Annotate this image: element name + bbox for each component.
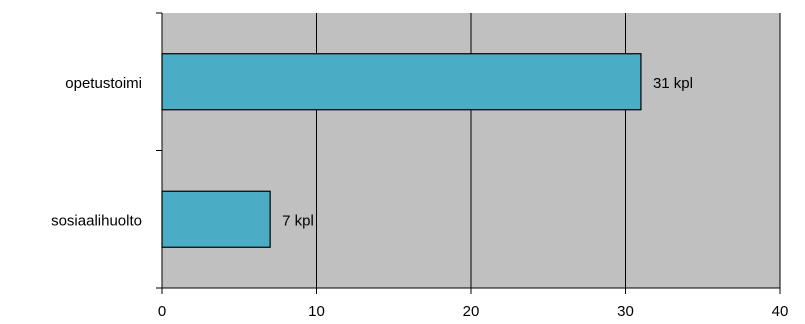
- category-labels: opetustoimi sosiaalihuolto: [51, 75, 142, 230]
- data-label-opetustoimi: 31 kpl: [653, 75, 693, 92]
- bar-opetustoimi: [161, 53, 642, 111]
- axes: [156, 12, 781, 294]
- x-tick-label-20: 20: [463, 303, 480, 320]
- bar-sosiaalihuolto: [161, 190, 271, 248]
- data-label-sosiaalihuolto: 7 kpl: [282, 212, 314, 229]
- category-label-opetustoimi: opetustoimi: [65, 75, 142, 92]
- bars: [161, 53, 642, 248]
- x-tick-label-10: 10: [308, 303, 325, 320]
- x-tick-labels: 0 10 20 30 40: [158, 303, 789, 320]
- x-tick-label-40: 40: [772, 303, 789, 320]
- x-tick-label-30: 30: [617, 303, 634, 320]
- x-tick-label-0: 0: [158, 303, 166, 320]
- data-labels: 31 kpl 7 kpl: [282, 75, 693, 230]
- category-label-sosiaalihuolto: sosiaalihuolto: [51, 212, 142, 229]
